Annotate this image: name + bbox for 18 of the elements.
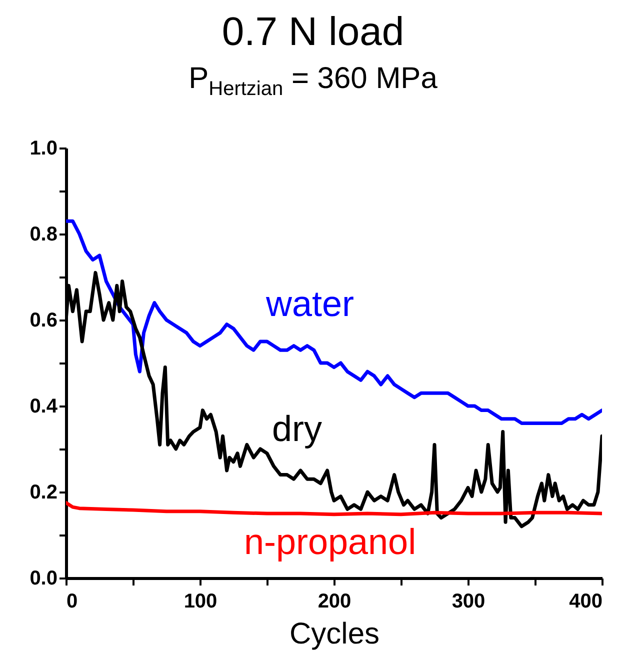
y-tick-label: 0.2 <box>30 482 58 504</box>
y-tick-label: 0.0 <box>30 568 58 590</box>
x-axis-title: Cycles <box>289 618 380 650</box>
series-label: water <box>264 283 354 324</box>
y-tick-label: 0.4 <box>30 396 58 418</box>
x-tick-label: 300 <box>452 590 486 612</box>
x-tick-label: 200 <box>318 590 352 612</box>
chart-title: 0.7 N load <box>220 10 406 55</box>
series-label: dry <box>272 408 322 449</box>
y-tick-label: 0.6 <box>30 310 58 332</box>
line-series <box>66 501 602 516</box>
y-tick-label: 0.8 <box>30 224 58 246</box>
y-tick-label: 1.0 <box>30 138 58 160</box>
chart-subtitle: P$_{Hertzian}$ = 360 MPa <box>188 62 438 101</box>
series-label: n-propanol <box>244 521 416 562</box>
x-tick-label: 400 <box>569 590 602 612</box>
x-tick-label: 0 <box>66 590 78 612</box>
x-tick-label: 100 <box>184 590 218 612</box>
